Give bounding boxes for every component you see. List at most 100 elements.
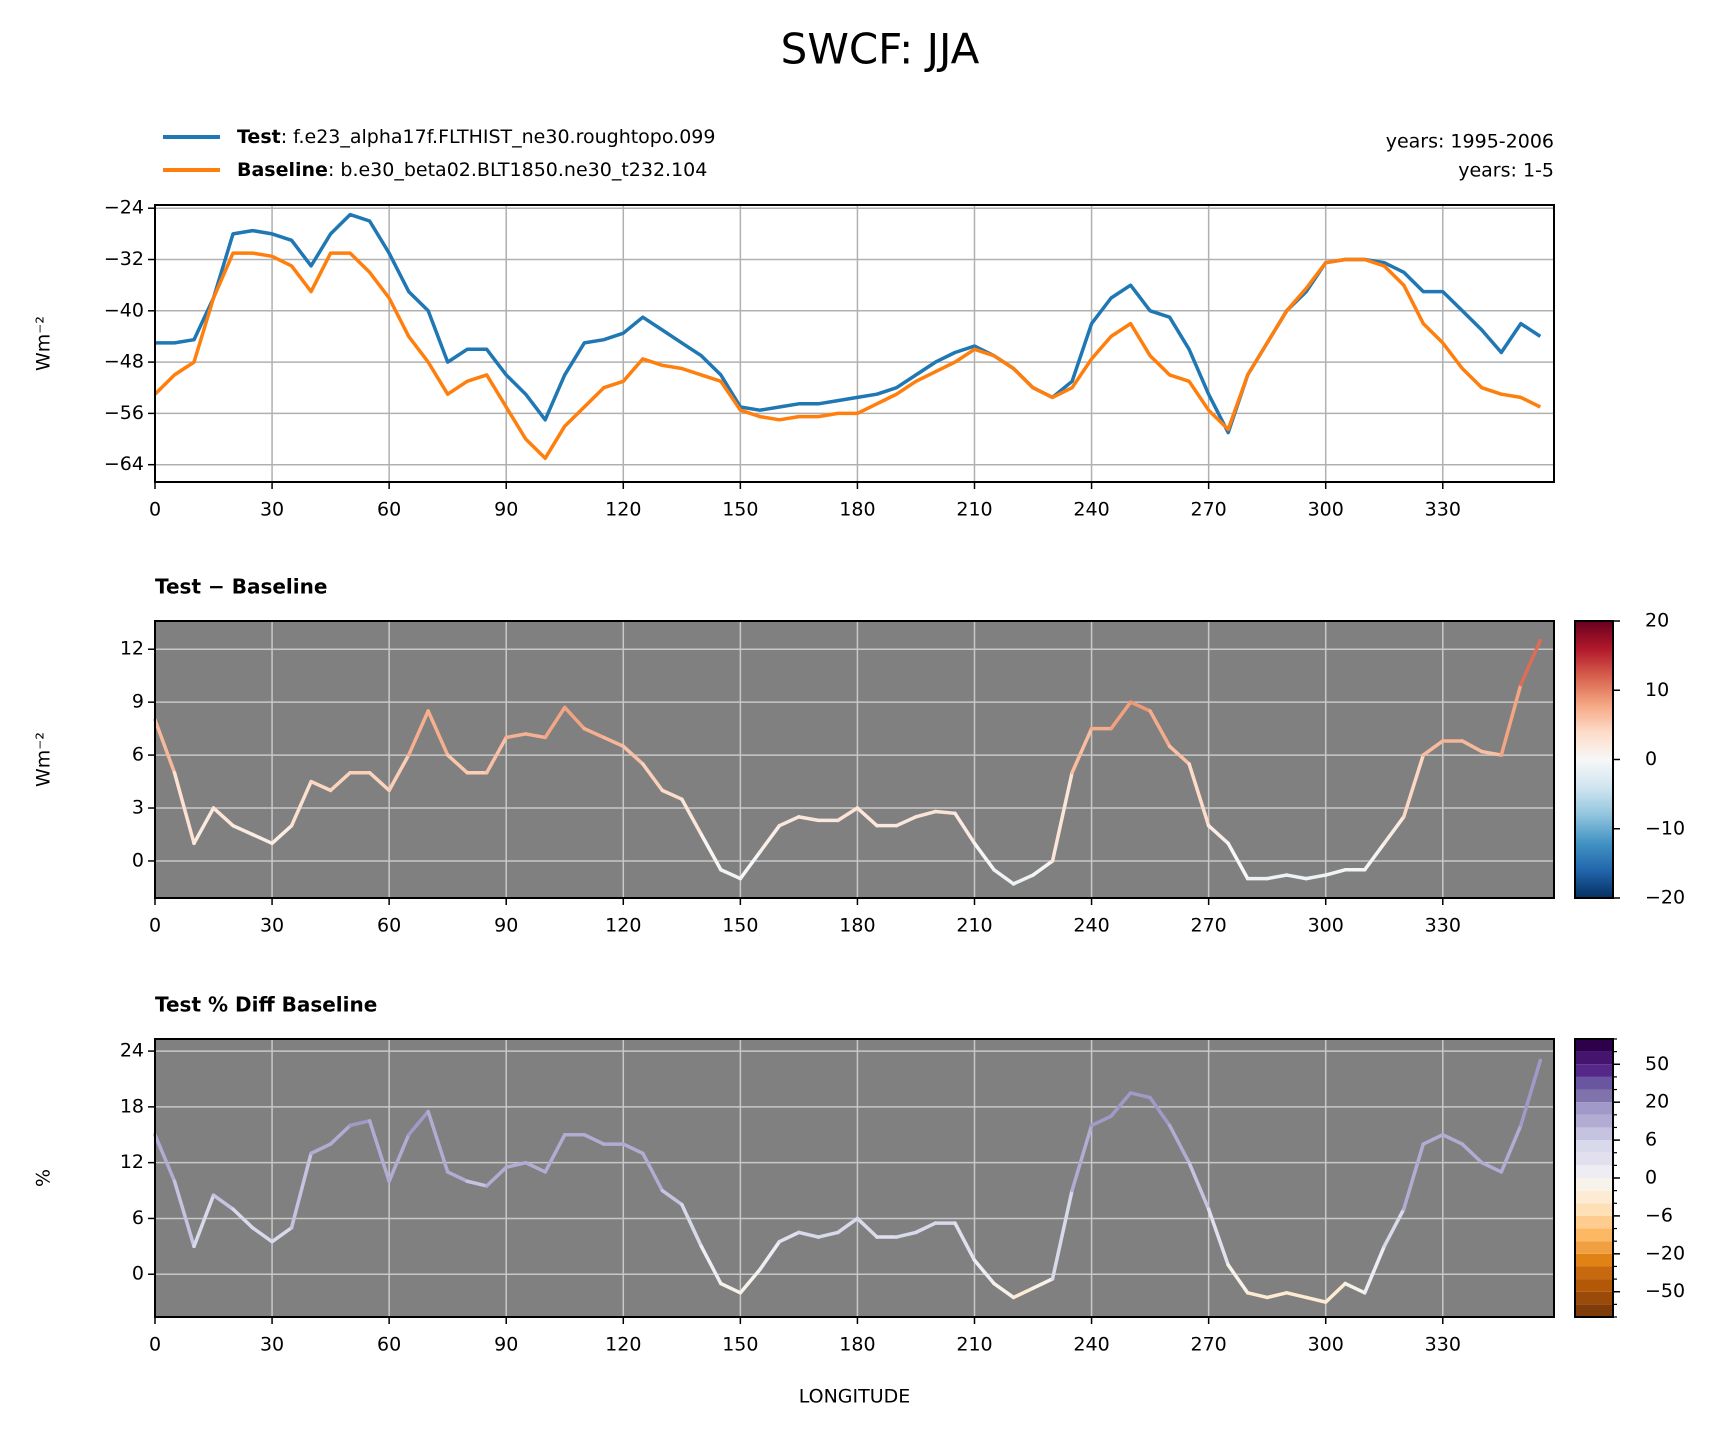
series-segment: [153, 718, 177, 775]
x-tick-label: 300: [1308, 1334, 1344, 1356]
y-tick-label: 9: [132, 691, 144, 713]
y-axis-label: Wm⁻²: [33, 316, 55, 371]
series-segment: [992, 868, 1016, 886]
colorbar-tick-label: −20: [1645, 1242, 1685, 1264]
series-segment: [231, 823, 255, 837]
series-segment: [816, 1230, 840, 1239]
series-segment: [1070, 726, 1094, 775]
series-segment: [172, 1179, 196, 1249]
series-segment: [523, 732, 547, 740]
colorbar-band: [1575, 1114, 1613, 1128]
series-segment: [289, 779, 313, 828]
x-tick-label: 330: [1425, 915, 1461, 937]
colorbar-frame: [1574, 1038, 1614, 1318]
series-segment: [1362, 1244, 1386, 1295]
x-tick-label: 60: [377, 499, 401, 521]
series-segment: [426, 709, 450, 757]
x-tick-label: 30: [260, 915, 284, 937]
y-tick-label: −32: [104, 248, 144, 270]
x-tick-label: 30: [260, 1334, 284, 1356]
x-tick-label: 210: [956, 499, 992, 521]
colorbar-band: [1575, 1102, 1613, 1115]
series-segment: [1050, 770, 1074, 863]
series-segment: [1265, 873, 1289, 881]
series-segment: [465, 1179, 489, 1188]
x-tick-label: 150: [722, 1334, 758, 1356]
colorbar-band: [1575, 1304, 1613, 1317]
series-segment: [602, 735, 626, 749]
series-segment: [1089, 1114, 1113, 1128]
series-segment: [1245, 1291, 1269, 1300]
x-tick-label: 90: [494, 915, 518, 937]
series-segment: [1323, 1281, 1347, 1304]
series-segment: [641, 1151, 665, 1193]
colorbar-band: [1575, 1266, 1613, 1280]
series-segment: [250, 832, 274, 846]
y-tick-label: −24: [104, 197, 144, 219]
series-segment: [1011, 1286, 1035, 1300]
series-segment: [582, 726, 606, 740]
x-tick-label: 180: [839, 915, 875, 937]
series-segment: [484, 1165, 508, 1188]
series-segment: [699, 832, 723, 872]
colorbar-band: [1575, 1279, 1613, 1292]
series-segment: [250, 1225, 274, 1244]
series-segment: [1109, 700, 1133, 731]
series-segment: [855, 1216, 879, 1239]
series-segment: [289, 1151, 313, 1230]
y-tick-label: −56: [104, 402, 144, 424]
colorbar-band: [1575, 1127, 1613, 1141]
y-axis-label: %: [33, 1169, 55, 1187]
legend-label: Baseline: b.e30_beta02.BLT1850.ne30_t232…: [237, 159, 707, 181]
colorbar-tick-label: −20: [1645, 887, 1685, 909]
x-tick-label: 180: [839, 1334, 875, 1356]
x-tick-label: 0: [149, 915, 161, 937]
series-segment: [328, 770, 352, 793]
series-segment: [309, 779, 333, 793]
x-tick-label: 120: [605, 499, 641, 521]
colorbar-band: [1575, 1203, 1613, 1216]
series-segment: [504, 1160, 528, 1170]
series-segment: [738, 850, 762, 881]
series-segment: [972, 841, 996, 872]
colorbar-band: [1575, 1089, 1613, 1103]
series-segment: [445, 1170, 469, 1184]
series-segment: [1402, 753, 1426, 819]
legend-years: years: 1-5: [1458, 160, 1554, 182]
series-segment: [309, 1142, 333, 1156]
series-segment: [1460, 1142, 1484, 1165]
series-segment: [484, 735, 508, 775]
x-tick-label: 300: [1308, 915, 1344, 937]
x-tick-label: 120: [605, 915, 641, 937]
series-segment: [270, 823, 294, 846]
series-segment: [1343, 1281, 1367, 1295]
colorbar-tick-label: −50: [1645, 1280, 1685, 1302]
y-tick-label: 24: [120, 1040, 144, 1062]
y-tick-label: −48: [104, 351, 144, 373]
x-tick-label: 150: [722, 915, 758, 937]
series-segment: [1011, 873, 1035, 886]
series-segment: [1226, 841, 1250, 881]
series-segment: [328, 1123, 352, 1146]
colorbar-tick-label: 50: [1645, 1053, 1669, 1075]
colorbar-tick-label: 20: [1645, 610, 1669, 632]
x-tick-label: 330: [1425, 1334, 1461, 1356]
series-segment: [1226, 1263, 1250, 1295]
y-tick-label: 6: [132, 1207, 144, 1229]
y-axis-label: Wm⁻²: [33, 732, 55, 787]
x-tick-label: 0: [149, 499, 161, 521]
colorbar-band: [1575, 1228, 1613, 1242]
series-line: [153, 251, 1542, 461]
series-segment: [1031, 1277, 1055, 1290]
x-tick-label: 270: [1191, 1334, 1227, 1356]
x-tick-label: 180: [839, 499, 875, 521]
x-tick-label: 90: [494, 1334, 518, 1356]
series-segment: [719, 1281, 743, 1295]
series-segment: [621, 744, 645, 766]
x-tick-label: 120: [605, 1334, 641, 1356]
x-tick-label: 90: [494, 499, 518, 521]
series-segment: [719, 868, 743, 881]
series-segment: [953, 1221, 977, 1263]
x-tick-label: 210: [956, 915, 992, 937]
series-segment: [1519, 638, 1543, 687]
